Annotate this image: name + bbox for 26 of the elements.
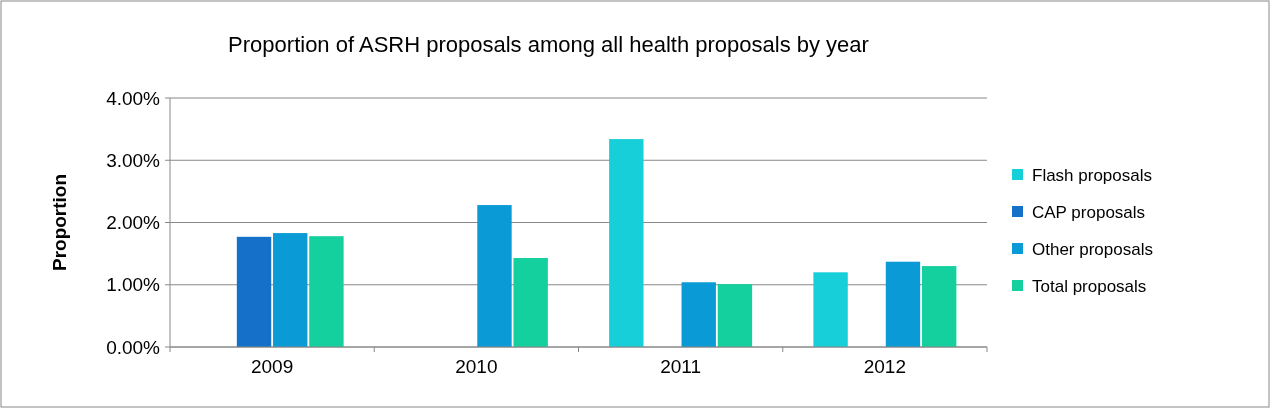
x-tick-label: 2010 — [455, 356, 498, 377]
x-tick-label: 2012 — [863, 356, 907, 377]
bar — [513, 257, 548, 347]
bar — [273, 233, 308, 347]
y-tick-label: 4.00% — [106, 87, 161, 109]
bar — [921, 266, 957, 347]
bar — [717, 284, 753, 347]
legend-label: Other proposals — [1032, 239, 1153, 259]
bar — [681, 282, 716, 347]
y-tick-label: 2.00% — [106, 212, 161, 234]
y-tick-label: 1.00% — [106, 274, 161, 296]
bar — [609, 139, 644, 347]
y-tick-label: 3.00% — [106, 149, 161, 171]
legend-label: Total proposals — [1032, 276, 1147, 296]
y-axis-title: Proportion — [49, 173, 70, 272]
x-tick-label: 2011 — [660, 356, 702, 377]
bar — [236, 236, 272, 347]
chart-title: Proportion of ASRH proposals among all health proposals by year — [228, 32, 869, 57]
y-tick-label: 0.00% — [106, 336, 161, 358]
legend-label: Flash proposals — [1032, 165, 1153, 185]
bar — [477, 205, 512, 347]
x-tick-label: 2009 — [250, 356, 294, 377]
bar — [885, 261, 921, 347]
legend-label: CAP proposals — [1032, 202, 1146, 222]
bar — [813, 272, 848, 347]
bar — [309, 236, 344, 347]
